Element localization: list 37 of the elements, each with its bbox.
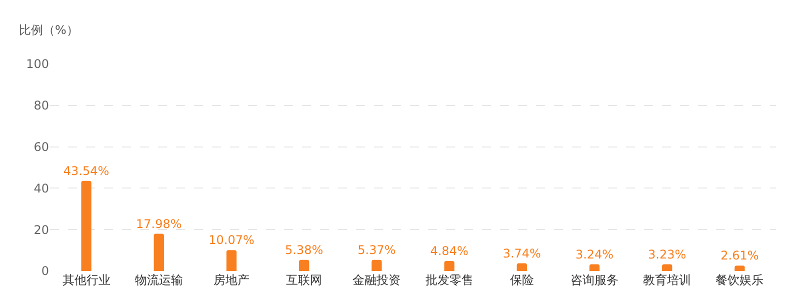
data-label: 3.74% (502, 246, 541, 260)
y-tick-label: 40 (34, 181, 49, 196)
bar (299, 260, 310, 271)
y-axis-title: 比例（%） (19, 23, 78, 37)
bar (589, 264, 600, 271)
y-tick-label: 80 (34, 98, 49, 113)
data-label: 2.61% (720, 248, 759, 263)
bar (734, 266, 745, 271)
bar (662, 264, 672, 271)
data-label: 5.38% (285, 242, 324, 257)
data-label: 43.54% (63, 164, 110, 178)
x-tick-label: 金融投资 (352, 273, 401, 287)
bar (154, 234, 164, 271)
x-tick-label: 批发零售 (425, 273, 474, 287)
bar (444, 260, 454, 271)
x-tick-label: 餐饮娱乐 (716, 273, 764, 287)
x-tick-label: 互联网 (286, 273, 322, 287)
data-label: 5.37% (358, 242, 396, 257)
data-label: 3.23% (648, 247, 686, 262)
y-tick-label: 60 (34, 140, 49, 154)
bar (516, 263, 527, 271)
x-tick-label: 房地产 (214, 273, 250, 287)
x-tick-label: 保险 (510, 273, 534, 287)
bar (81, 180, 92, 271)
bar (226, 250, 237, 271)
x-tick-label: 咨询服务 (570, 273, 618, 287)
y-tick-label: 20 (34, 222, 49, 237)
bar (372, 260, 382, 271)
data-label: 10.07% (208, 233, 254, 248)
x-tick-label: 其他行业 (62, 273, 110, 287)
y-tick-label: 100 (26, 57, 49, 72)
y-tick-label: 0 (41, 264, 49, 278)
data-label: 3.24% (575, 247, 614, 262)
x-tick-label: 教育培训 (643, 273, 692, 287)
x-tick-label: 物流运输 (134, 273, 183, 287)
data-label: 17.98% (136, 216, 182, 231)
data-label: 4.84% (430, 244, 468, 258)
